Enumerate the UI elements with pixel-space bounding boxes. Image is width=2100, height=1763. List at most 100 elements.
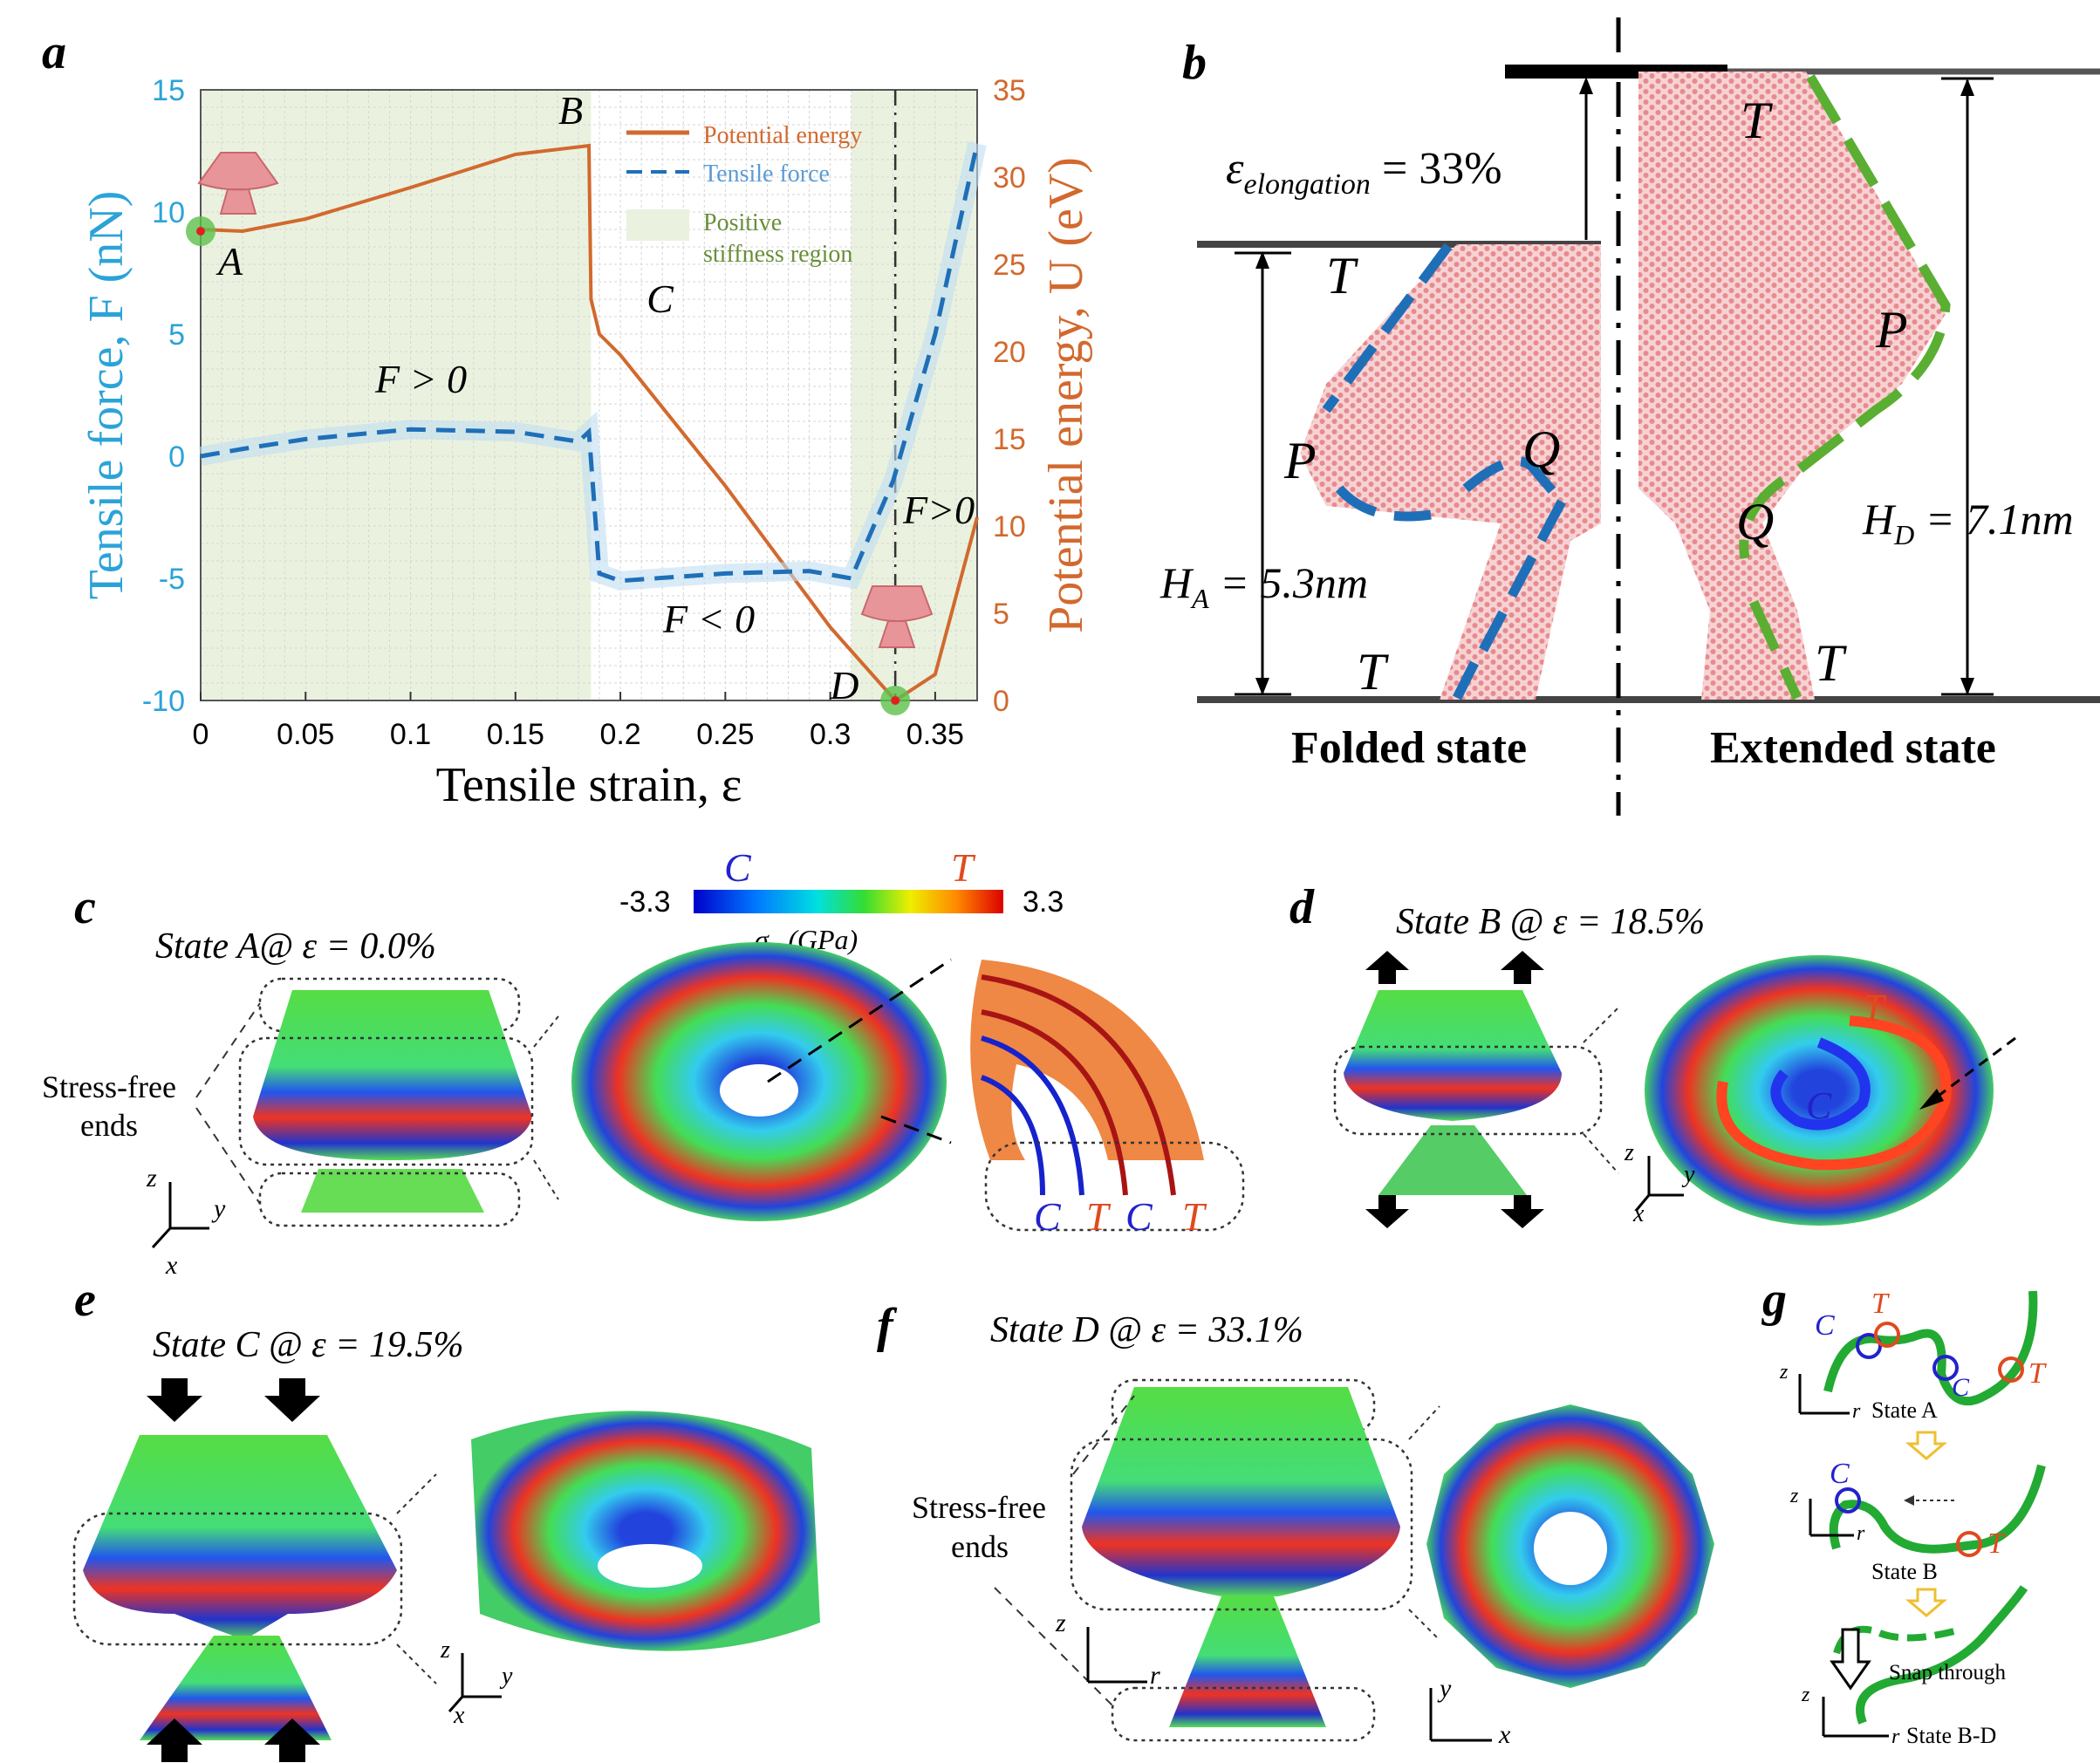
donut-b <box>1645 955 1994 1226</box>
state-point-core-A <box>196 227 205 236</box>
y-right-tick-label-3: 15 <box>993 423 1026 456</box>
down-arrow-2 <box>1905 1588 1948 1617</box>
x-tick-label-4: 0.2 <box>599 718 640 751</box>
mesh-b-body <box>1344 990 1562 1121</box>
zoom-arrow-c <box>767 958 952 1145</box>
panel-label-d: d <box>1289 880 1315 934</box>
force-annotation-2: F>0 <box>902 488 975 532</box>
axis-z-e: z <box>440 1637 450 1664</box>
state-a-thumbnail <box>197 152 279 215</box>
ct-label-t2: T <box>1182 1194 1207 1239</box>
g-axis-z-b: z <box>1789 1485 1799 1507</box>
g-label-c1: C <box>1815 1309 1835 1342</box>
ha-arrowhead-top <box>1255 251 1269 269</box>
colorbar-gradient <box>694 890 1003 913</box>
label-t-d: T <box>1863 987 1887 1029</box>
top-ring-box-f <box>1111 1378 1376 1434</box>
state-label-A: A <box>215 239 243 284</box>
axis-z-f: z <box>1055 1609 1066 1637</box>
chart-a: 0 0.05 0.1 0.15 0.2 0.25 0.3 0.35 -10 -5 0 5 10 15 0 5 1… <box>79 74 1093 812</box>
folded-profile-blue <box>1322 243 1566 700</box>
pull-arrow-e-2 <box>264 1719 320 1762</box>
hd-arrowhead-bottom <box>1960 678 1974 695</box>
y-left-tick-label-0: -10 <box>142 685 185 718</box>
pull-arrow-d-1 <box>1365 1195 1409 1228</box>
y-right-tick-label-1: 5 <box>993 598 1009 631</box>
x-tick-label-7: 0.35 <box>906 718 964 751</box>
state-d-thumbnail <box>860 585 934 648</box>
x-axis-label: Tensile strain, ε <box>436 758 742 812</box>
state-a-title: State A@ ε = 0.0% <box>155 926 436 967</box>
panel-d: State B @ ε = 18.5% T C z y x <box>1333 902 2016 1228</box>
axes-c: z y x <box>146 1164 226 1280</box>
extended-state-label: Extended state <box>1710 723 1996 773</box>
t-marker-3 <box>1956 1531 1982 1557</box>
mid-ring-box-f <box>1070 1438 1413 1611</box>
ct-label-t1: T <box>1086 1194 1112 1239</box>
ct-label-c2: C <box>1125 1194 1153 1239</box>
axis-x-d: x <box>1632 1200 1645 1227</box>
stress-free-leader <box>195 1002 261 1205</box>
elongation-arrowhead <box>1579 77 1593 94</box>
push-arrow-e-1 <box>147 1378 202 1422</box>
donut-c <box>471 1411 820 1651</box>
pull-arrow-d-2 <box>1501 1195 1544 1228</box>
label-p-extended: P <box>1875 301 1908 359</box>
panel-label-e: e <box>74 1273 96 1327</box>
x-tick-label-0: 0 <box>193 718 209 751</box>
y-left-tick-label-1: -5 <box>159 563 185 596</box>
x-tick-label-6: 0.3 <box>810 718 851 751</box>
push-arrow-d-1 <box>1365 951 1409 984</box>
panel-label-c: c <box>74 880 96 934</box>
g-state-a: State A <box>1871 1397 1938 1423</box>
label-q-folded: Q <box>1522 420 1560 478</box>
axis-r-f: r <box>1150 1661 1160 1690</box>
compression-arrows <box>980 1035 1084 1196</box>
mesh-c-body <box>83 1435 397 1640</box>
y-right-tick-label-5: 25 <box>993 249 1026 282</box>
axis-x-e: x <box>453 1702 465 1729</box>
mid-ring-box-e <box>72 1512 403 1646</box>
panel-label-f: f <box>877 1299 898 1353</box>
ct-label-c1: C <box>1034 1194 1062 1239</box>
legend-label-force: Tensile force <box>703 161 830 188</box>
series-line-tensile-force <box>200 143 980 584</box>
g-axis-z-bd: z <box>1801 1684 1810 1706</box>
state-label-B: B <box>558 88 583 133</box>
g-axis-r-bd: r <box>1891 1725 1900 1748</box>
stress-free-label: Stress-free <box>42 1069 176 1104</box>
c-marker-2 <box>1932 1355 1959 1381</box>
quarter-ring <box>970 960 1204 1160</box>
axis-y-c: y <box>211 1194 226 1223</box>
bottom-ring-box-f <box>1111 1686 1376 1742</box>
profile-state-bd <box>1856 1585 2028 1725</box>
zoom-leader-e <box>396 1473 437 1684</box>
pull-arrow-e-1 <box>147 1719 202 1762</box>
zoom-leader-c <box>533 1015 559 1200</box>
mesh-a-body <box>253 990 532 1160</box>
dotted-arrowhead-g <box>1904 1495 1914 1506</box>
series-line-potential-energy <box>200 143 979 703</box>
hd-arrowhead-top <box>1960 79 1974 96</box>
hd-label: HD = 7.1nm <box>1862 495 2074 550</box>
y-right-axis-label: Potential energy, U (eV) <box>1039 157 1093 633</box>
state-b-title: State B @ ε = 18.5% <box>1396 902 1705 942</box>
x-tick-label-2: 0.1 <box>390 718 431 751</box>
folded-molecule <box>1300 244 1601 700</box>
mesh-b-neck <box>1378 1125 1527 1195</box>
axis-z-d: z <box>1624 1139 1634 1166</box>
panel-label-b: b <box>1182 36 1207 90</box>
colorbar: -3.3 3.3 C T σm (GPa) <box>619 845 1064 960</box>
g-axis-r-a: r <box>1852 1400 1861 1423</box>
bottom-ring-box <box>258 1172 521 1227</box>
label-c-d: C <box>1806 1084 1832 1127</box>
panel-label-a: a <box>42 25 66 79</box>
state-d-title: State D @ ε = 33.1% <box>990 1310 1303 1350</box>
y-right-tick-label-7: 35 <box>993 74 1026 107</box>
push-arrow-d-2 <box>1501 951 1544 984</box>
panel-e: State C @ ε = 19.5% z y x <box>72 1325 820 1762</box>
panel-f: State D @ ε = 33.1% Stress-free ends z r… <box>912 1310 1714 1749</box>
axes-d: z y x <box>1624 1139 1695 1227</box>
y-left-axis-label: Tensile force, F (nN) <box>79 191 133 600</box>
